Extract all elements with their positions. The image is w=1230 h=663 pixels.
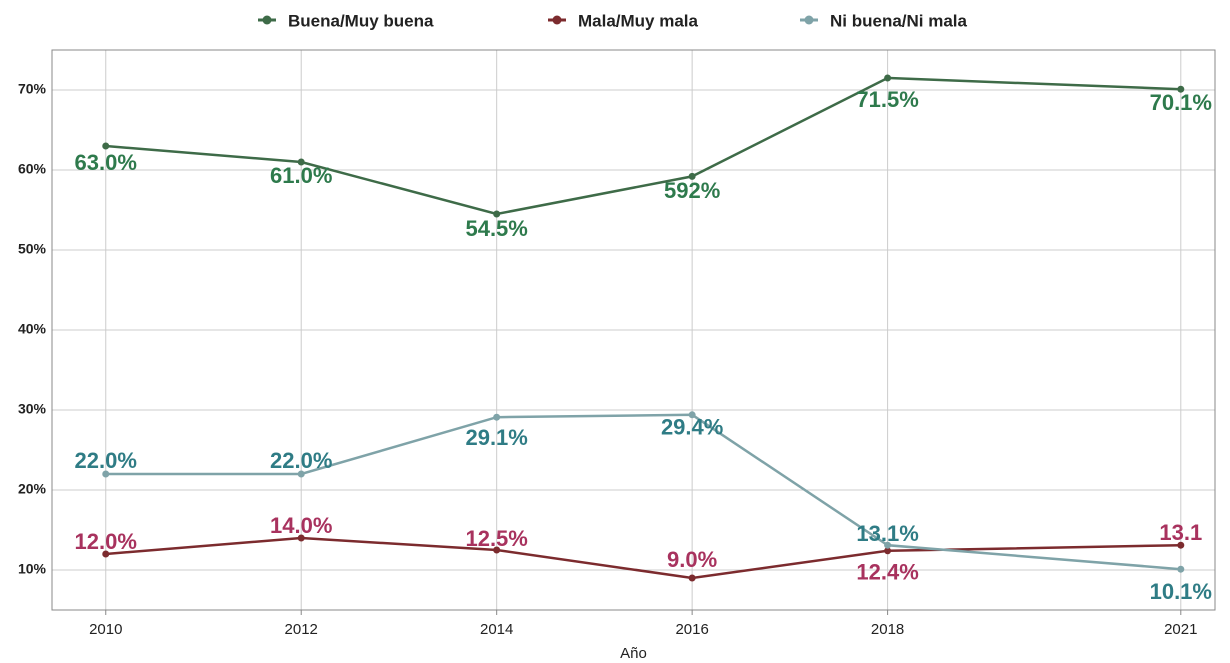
data-point: [884, 541, 892, 549]
data-point: [688, 574, 696, 582]
x-axis-label: Año: [620, 645, 647, 662]
data-label: 29.4%: [661, 415, 723, 440]
data-point: [102, 550, 110, 558]
y-tick-label: 40%: [18, 321, 47, 337]
x-tick-label: 2010: [89, 621, 122, 638]
data-label: 22.0%: [75, 448, 137, 473]
plot-frame: [51, 49, 1216, 611]
x-tick-label: 2021: [1164, 621, 1197, 638]
y-tick-label: 10%: [18, 561, 47, 577]
x-tick-label: 2012: [285, 621, 318, 638]
x-tick-label: 2014: [480, 621, 513, 638]
data-point: [1177, 541, 1185, 549]
data-label: 12.5%: [465, 526, 527, 551]
data-label: 13.1: [1159, 520, 1202, 545]
data-label: 54.5%: [465, 216, 527, 241]
data-label: 13.1%: [856, 521, 918, 546]
data-label: 12.0%: [75, 529, 137, 554]
data-point: [688, 172, 696, 180]
series-line: [105, 413, 1181, 571]
data-label: 9.0%: [667, 547, 717, 572]
data-point: [884, 74, 892, 82]
data-point: [102, 142, 110, 150]
data-label: 592%: [664, 178, 720, 203]
legend-swatch: [552, 15, 562, 25]
data-point: [493, 413, 501, 421]
legend-swatch: [262, 15, 272, 25]
series-line: [105, 536, 1181, 580]
data-point: [297, 470, 305, 478]
data-point: [297, 158, 305, 166]
data-label: 14.0%: [270, 513, 332, 538]
y-tick-label: 30%: [18, 401, 47, 417]
data-point: [1177, 85, 1185, 93]
data-label: 22.0%: [270, 448, 332, 473]
data-point: [493, 210, 501, 218]
y-tick-label: 60%: [18, 161, 47, 177]
series-line: [105, 76, 1181, 216]
data-label: 10.1%: [1150, 579, 1212, 604]
data-point: [493, 546, 501, 554]
data-point: [688, 411, 696, 419]
data-point: [102, 470, 110, 478]
x-tick-label: 2016: [675, 621, 708, 638]
data-point: [297, 534, 305, 542]
legend-label: Mala/Muy mala: [578, 11, 699, 30]
data-point: [884, 547, 892, 555]
data-point: [1177, 565, 1185, 573]
y-tick-label: 20%: [18, 481, 47, 497]
y-tick-label: 50%: [18, 241, 47, 257]
data-label: 12.4%: [856, 560, 918, 585]
data-label: 29.1%: [465, 425, 527, 450]
legend-swatch: [804, 15, 814, 25]
legend-label: Ni buena/Ni mala: [830, 11, 968, 30]
legend-label: Buena/Muy buena: [288, 11, 434, 30]
x-tick-label: 2018: [871, 621, 904, 638]
data-label: 70.1%: [1150, 90, 1212, 115]
y-tick-label: 70%: [18, 81, 47, 97]
data-label: 71.5%: [856, 87, 918, 112]
data-label: 61.0%: [270, 163, 332, 188]
data-label: 63.0%: [75, 150, 137, 175]
